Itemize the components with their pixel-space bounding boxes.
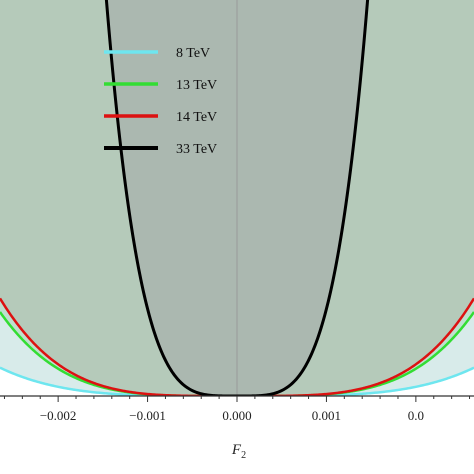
legend-label-33-tev: 33 TeV [176, 142, 217, 157]
x-tick-label: 0.0 [408, 408, 424, 423]
x-tick-label: 0.001 [312, 408, 341, 423]
x-axis-ticks: −0.002 −0.001 0.000 0.001 0.0 [3, 396, 471, 423]
legend-label-14-tev: 14 TeV [176, 110, 217, 125]
below-axis-background [0, 396, 474, 474]
x-axis-title-main: F [231, 442, 242, 458]
x-tick-label: 0.000 [222, 408, 251, 423]
x-tick-label: −0.001 [129, 408, 166, 423]
legend-label-13-tev: 13 TeV [176, 78, 217, 93]
x-axis-title-subscript: 2 [241, 450, 246, 461]
legend: 8 TeV 13 TeV 14 TeV 33 TeV [104, 46, 217, 157]
x-tick-label: −0.002 [40, 408, 77, 423]
x-axis-title: F2 [231, 442, 246, 461]
legend-label-8-tev: 8 TeV [176, 46, 210, 61]
